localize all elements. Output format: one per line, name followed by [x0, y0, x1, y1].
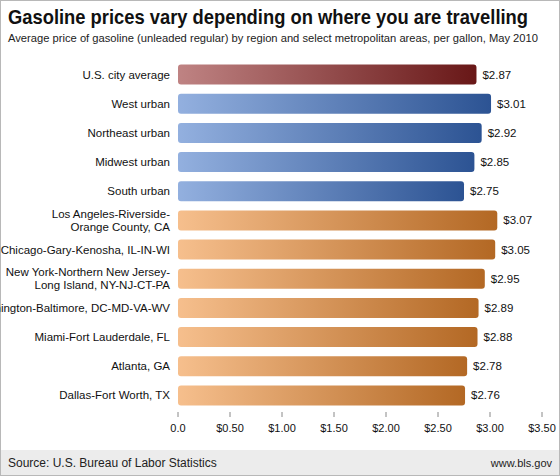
tick-label: $1.00: [268, 422, 296, 434]
bar: [178, 65, 476, 85]
bar: [178, 385, 465, 405]
data-label: $2.85: [480, 156, 509, 168]
label-line: South urban: [107, 185, 170, 197]
bars: [178, 65, 497, 406]
data-label: $3.05: [501, 244, 530, 256]
labels: U.S. city average $2.87 West urban $3.01 Nor…: [0, 69, 532, 402]
category-label: Chicago-Gary-Kenosha, IL-IN-WI: [1, 244, 170, 256]
tick: [178, 412, 179, 417]
category-label: Atlanta, GA: [111, 360, 170, 372]
tick: [490, 412, 491, 417]
bar: [178, 269, 485, 289]
label-line: New York-Northern New Jersey-: [6, 266, 170, 278]
bar: [178, 298, 479, 318]
category-label: U.S. city average: [82, 69, 170, 81]
x-axis: 0.0 $0.50 $1.00 $1.50 $2.00 $2.50 $3.00 $3.50: [170, 412, 555, 434]
label-line: West urban: [111, 98, 170, 110]
category-label: Los Angeles-Riverside-Orange County, CA: [52, 208, 171, 233]
data-label: $2.89: [485, 302, 514, 314]
label-line: Miami-Fort Lauderdale, FL: [35, 331, 171, 343]
label-line: Los Angeles-Riverside-: [52, 208, 170, 220]
data-label: $3.01: [497, 98, 526, 110]
category-label: Midwest urban: [95, 156, 170, 168]
category-label: West urban: [111, 98, 170, 110]
category-label: South urban: [107, 185, 170, 197]
tick: [438, 412, 439, 417]
bar: [178, 356, 467, 376]
category-label: Northeast urban: [88, 127, 170, 139]
tick: [542, 412, 543, 417]
tick-label: $3.00: [476, 422, 504, 434]
chart: Gasoline prices vary depending on where …: [0, 0, 560, 476]
data-label: $2.78: [473, 360, 502, 372]
category-label: Washington-Baltimore, DC-MD-VA-WV: [0, 302, 170, 314]
data-label: $2.75: [470, 185, 499, 197]
label-line: Midwest urban: [95, 156, 170, 168]
bar: [178, 327, 478, 347]
tick-label: $2.00: [372, 422, 400, 434]
tick-label: $3.50: [528, 422, 556, 434]
data-label: $2.76: [471, 389, 500, 401]
label-line: Orange County, CA: [70, 221, 170, 233]
tick: [386, 412, 387, 417]
label-line: U.S. city average: [82, 69, 170, 81]
tick-label: 0.0: [170, 422, 185, 434]
bar: [178, 94, 491, 114]
footer: [1, 450, 559, 475]
source: Source: U.S. Bureau of Labor Statistics: [8, 456, 217, 470]
data-label: $2.88: [484, 331, 513, 343]
subtitle: Average price of gasoline (unleaded regu…: [8, 32, 538, 44]
credit: www.bls.gov: [490, 457, 553, 469]
tick: [334, 412, 335, 417]
title: Gasoline prices vary depending on where …: [8, 5, 528, 28]
bar: [178, 152, 474, 172]
data-label: $2.87: [482, 69, 511, 81]
frame: [1, 1, 560, 476]
tick: [230, 412, 231, 417]
label-line: Atlanta, GA: [111, 360, 170, 372]
category-label: Miami-Fort Lauderdale, FL: [35, 331, 171, 343]
category-label: New York-Northern New Jersey-Long Island…: [6, 266, 171, 291]
tick-label: $1.50: [320, 422, 348, 434]
bar: [178, 240, 495, 260]
data-label: $2.92: [488, 127, 517, 139]
bar: [178, 123, 482, 143]
label-line: Long Island, NY-NJ-CT-PA: [34, 279, 170, 291]
bar: [178, 181, 464, 201]
tick: [282, 412, 283, 417]
category-label: Dallas-Fort Worth, TX: [59, 389, 170, 401]
data-label: $3.07: [503, 214, 532, 226]
data-label: $2.95: [491, 273, 520, 285]
tick-label: $0.50: [216, 422, 244, 434]
label-line: Chicago-Gary-Kenosha, IL-IN-WI: [1, 244, 170, 256]
label-line: Dallas-Fort Worth, TX: [59, 389, 170, 401]
label-line: Northeast urban: [88, 127, 170, 139]
bar: [178, 210, 497, 230]
tick-label: $2.50: [424, 422, 452, 434]
label-line: Washington-Baltimore, DC-MD-VA-WV: [0, 302, 170, 314]
